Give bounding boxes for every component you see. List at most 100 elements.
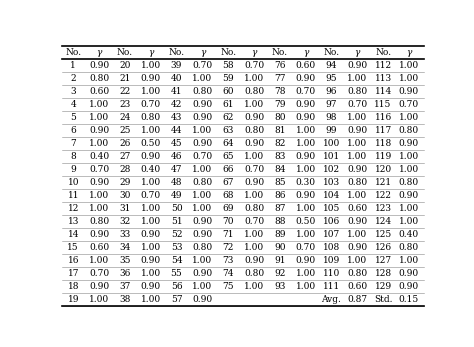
- Text: 62: 62: [222, 113, 234, 122]
- Text: 58: 58: [222, 61, 234, 70]
- Text: γ: γ: [96, 48, 102, 57]
- Text: 0.80: 0.80: [399, 126, 419, 135]
- Text: 0.80: 0.80: [347, 178, 367, 187]
- Text: 39: 39: [171, 61, 182, 70]
- Text: 1.00: 1.00: [89, 100, 109, 109]
- Text: 68: 68: [222, 191, 234, 200]
- Text: 0.70: 0.70: [244, 217, 264, 226]
- Text: 1.00: 1.00: [347, 113, 367, 122]
- Text: 1.00: 1.00: [141, 269, 161, 278]
- Text: 69: 69: [222, 204, 234, 213]
- Text: 0.90: 0.90: [296, 113, 316, 122]
- Text: 78: 78: [274, 87, 285, 96]
- Text: 0.80: 0.80: [399, 178, 419, 187]
- Text: 0.80: 0.80: [347, 87, 367, 96]
- Text: 10: 10: [67, 178, 79, 187]
- Text: 1.00: 1.00: [347, 191, 367, 200]
- Text: 0.70: 0.70: [141, 191, 161, 200]
- Text: 66: 66: [222, 165, 234, 174]
- Text: 1.00: 1.00: [244, 282, 264, 291]
- Text: 0.80: 0.80: [141, 113, 161, 122]
- Text: 0.40: 0.40: [399, 230, 419, 239]
- Text: 64: 64: [222, 139, 234, 148]
- Text: 27: 27: [119, 152, 130, 161]
- Text: γ: γ: [406, 48, 411, 57]
- Text: 6: 6: [70, 126, 76, 135]
- Text: 126: 126: [374, 243, 392, 252]
- Text: 49: 49: [171, 191, 182, 200]
- Text: 119: 119: [374, 152, 392, 161]
- Text: 0.60: 0.60: [89, 87, 109, 96]
- Text: 0.90: 0.90: [399, 269, 419, 278]
- Text: 0.90: 0.90: [347, 61, 367, 70]
- Text: 0.70: 0.70: [296, 87, 316, 96]
- Text: 1.00: 1.00: [89, 295, 109, 304]
- Text: 33: 33: [119, 230, 130, 239]
- Text: 37: 37: [119, 282, 130, 291]
- Text: 1.00: 1.00: [399, 74, 419, 83]
- Text: 2: 2: [71, 74, 76, 83]
- Text: 89: 89: [274, 230, 285, 239]
- Text: 0.80: 0.80: [244, 87, 264, 96]
- Text: 104: 104: [323, 191, 340, 200]
- Text: 90: 90: [274, 243, 285, 252]
- Text: 0.90: 0.90: [192, 139, 212, 148]
- Text: 0.50: 0.50: [295, 217, 316, 226]
- Text: 1.00: 1.00: [399, 61, 419, 70]
- Text: 0.90: 0.90: [296, 74, 316, 83]
- Text: 44: 44: [171, 126, 182, 135]
- Text: 1.00: 1.00: [347, 139, 367, 148]
- Text: 122: 122: [374, 191, 392, 200]
- Text: 125: 125: [374, 230, 392, 239]
- Text: 0.90: 0.90: [192, 230, 212, 239]
- Text: 94: 94: [326, 61, 337, 70]
- Text: 1.00: 1.00: [192, 165, 212, 174]
- Text: 0.90: 0.90: [192, 113, 212, 122]
- Text: 0.90: 0.90: [296, 256, 316, 265]
- Text: 60: 60: [222, 87, 234, 96]
- Text: 1.00: 1.00: [347, 230, 367, 239]
- Text: 86: 86: [274, 191, 285, 200]
- Text: 97: 97: [326, 100, 337, 109]
- Text: 93: 93: [274, 282, 285, 291]
- Text: 17: 17: [67, 269, 79, 278]
- Text: No.: No.: [168, 48, 184, 57]
- Text: 81: 81: [274, 126, 285, 135]
- Text: 1.00: 1.00: [141, 87, 161, 96]
- Text: 0.40: 0.40: [89, 152, 109, 161]
- Text: 0.90: 0.90: [244, 139, 264, 148]
- Text: 106: 106: [323, 217, 340, 226]
- Text: 59: 59: [222, 74, 234, 83]
- Text: No.: No.: [272, 48, 288, 57]
- Text: 0.90: 0.90: [192, 269, 212, 278]
- Text: 0.60: 0.60: [89, 243, 109, 252]
- Text: 51: 51: [171, 217, 182, 226]
- Text: Std.: Std.: [374, 295, 392, 304]
- Text: 0.90: 0.90: [244, 256, 264, 265]
- Text: 1.00: 1.00: [296, 126, 316, 135]
- Text: 0.90: 0.90: [296, 100, 316, 109]
- Text: γ: γ: [303, 48, 308, 57]
- Text: 109: 109: [323, 256, 340, 265]
- Text: 26: 26: [119, 139, 130, 148]
- Text: 0.30: 0.30: [296, 178, 316, 187]
- Text: 1.00: 1.00: [141, 61, 161, 70]
- Text: Avg.: Avg.: [321, 295, 341, 304]
- Text: 107: 107: [323, 230, 340, 239]
- Text: 0.15: 0.15: [399, 295, 419, 304]
- Text: 0.90: 0.90: [141, 152, 161, 161]
- Text: 50: 50: [171, 204, 182, 213]
- Text: 0.80: 0.80: [244, 204, 264, 213]
- Text: 46: 46: [171, 152, 182, 161]
- Text: 80: 80: [274, 113, 285, 122]
- Text: 115: 115: [374, 100, 392, 109]
- Text: 0.70: 0.70: [399, 100, 419, 109]
- Text: 0.90: 0.90: [192, 217, 212, 226]
- Text: 19: 19: [67, 295, 79, 304]
- Text: 1.00: 1.00: [192, 126, 212, 135]
- Text: 117: 117: [374, 126, 392, 135]
- Text: 5: 5: [70, 113, 76, 122]
- Text: 36: 36: [119, 269, 130, 278]
- Text: 1.00: 1.00: [399, 217, 419, 226]
- Text: 11: 11: [67, 191, 79, 200]
